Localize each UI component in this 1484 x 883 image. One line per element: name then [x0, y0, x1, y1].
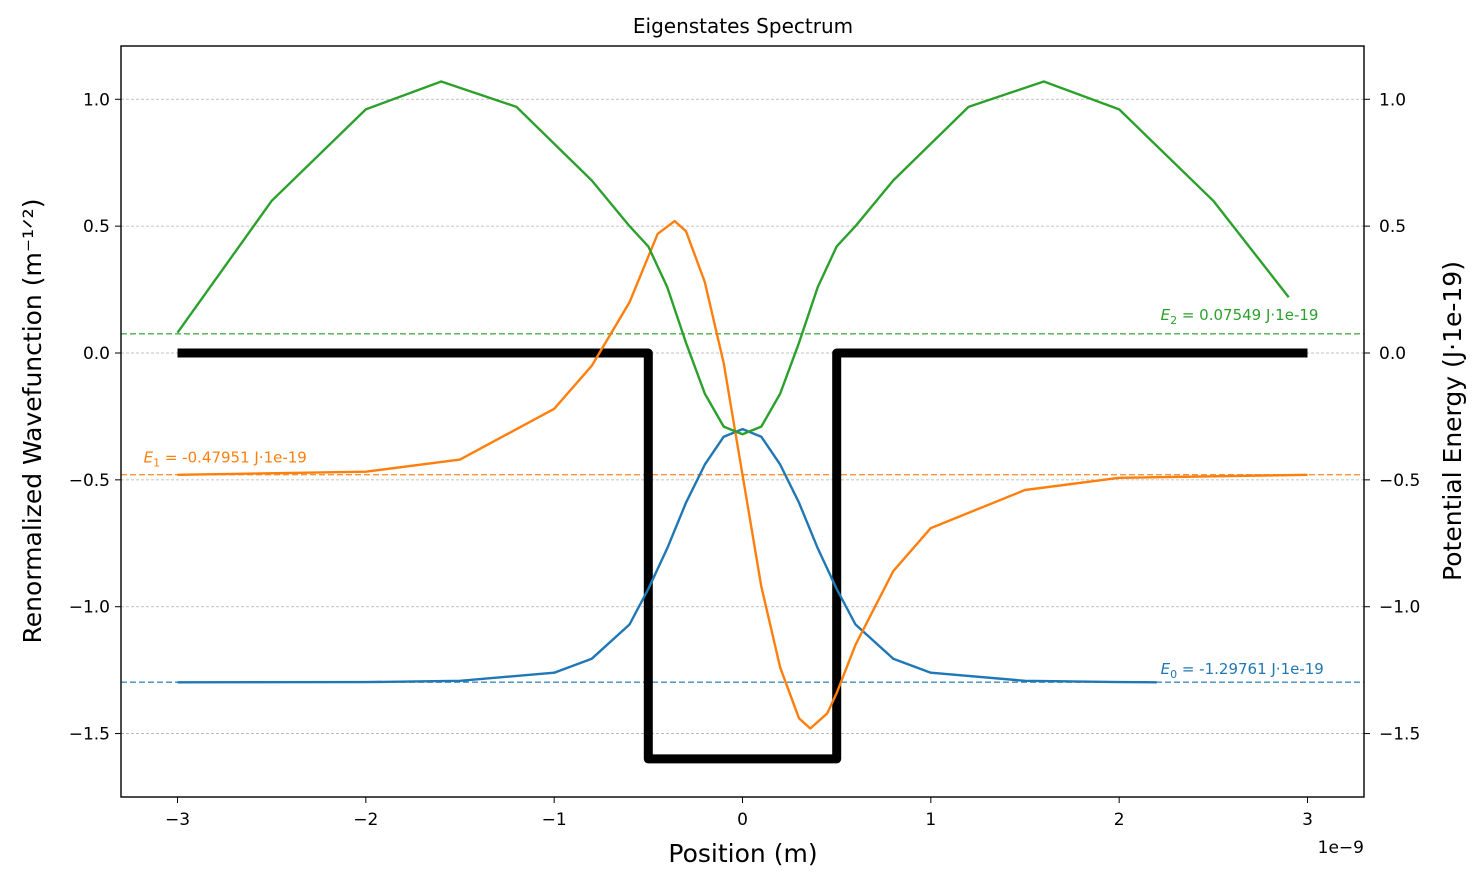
right-y-tick-label: −1.5: [1379, 725, 1420, 745]
potential-well: [177, 348, 1308, 764]
x-axis-title: Position (m): [668, 839, 817, 868]
chart-title: Eigenstates Spectrum: [633, 14, 853, 38]
left-y-axis-title-text: Renormalized Wavefunction: [18, 294, 47, 643]
x-tick-label: 3: [1302, 810, 1313, 830]
x-tick-label: 0: [737, 810, 748, 830]
right-y-tick-label: 1.0: [1379, 90, 1406, 110]
energy-level-lines: [121, 333, 1364, 683]
x-axis-offset-text: 1e−9: [1318, 838, 1364, 858]
right-y-axis-ticks: 1.0 0.5 0.0 −0.5 −1.0 −1.5: [1364, 90, 1420, 745]
right-y-axis-title: Potential Energy (J·1e-19): [1438, 261, 1467, 581]
left-y-tick-label: 0.5: [83, 217, 110, 237]
wavefunction-line-0: [177, 427, 1157, 684]
left-y-tick-label: −1.0: [69, 598, 110, 618]
energy-labels: E0 = -1.29761 J·1e-19 E1 = -0.47951 J·1e-…: [144, 306, 1324, 681]
x-tick-label: 2: [1114, 810, 1125, 830]
right-y-tick-label: −1.0: [1379, 598, 1420, 618]
left-y-axis-ticks: 1.0 0.5 0.0 −0.5 −1.0 −1.5: [69, 90, 121, 745]
left-y-axis-title-units: (m⁻¹ᐟ²): [18, 199, 47, 287]
wavefunction-series: [176, 80, 1308, 730]
energy-label-1: E1 = -0.47951 J·1e-19: [144, 449, 307, 470]
grid-lines: [121, 98, 1364, 734]
x-tick-label: −2: [353, 810, 378, 830]
x-tick-label: −1: [542, 810, 567, 830]
left-y-tick-label: 1.0: [83, 90, 110, 110]
x-axis-ticks: −3 −2 −1 0 1 2 3: [165, 797, 1313, 830]
potential-line: [177, 348, 1308, 764]
left-y-tick-label: −0.5: [69, 471, 110, 491]
left-y-tick-label: 0.0: [83, 344, 110, 364]
energy-label-0: E0 = -1.29761 J·1e-19: [1161, 660, 1324, 681]
energy-label-2: E2 = 0.07549 J·1e-19: [1161, 306, 1319, 327]
x-tick-label: 1: [925, 810, 936, 830]
right-y-tick-label: 0.5: [1379, 217, 1406, 237]
right-y-tick-label: −0.5: [1379, 471, 1420, 491]
right-y-tick-label: 0.0: [1379, 344, 1406, 364]
left-y-axis-title: Renormalized Wavefunction (m⁻¹ᐟ²): [18, 199, 47, 644]
left-y-tick-label: −1.5: [69, 725, 110, 745]
wavefunction-line-2: [176, 80, 1290, 436]
plot-frame: [120, 45, 1365, 798]
x-tick-label: −3: [165, 810, 190, 830]
wavefunction-line-1: [177, 219, 1308, 730]
